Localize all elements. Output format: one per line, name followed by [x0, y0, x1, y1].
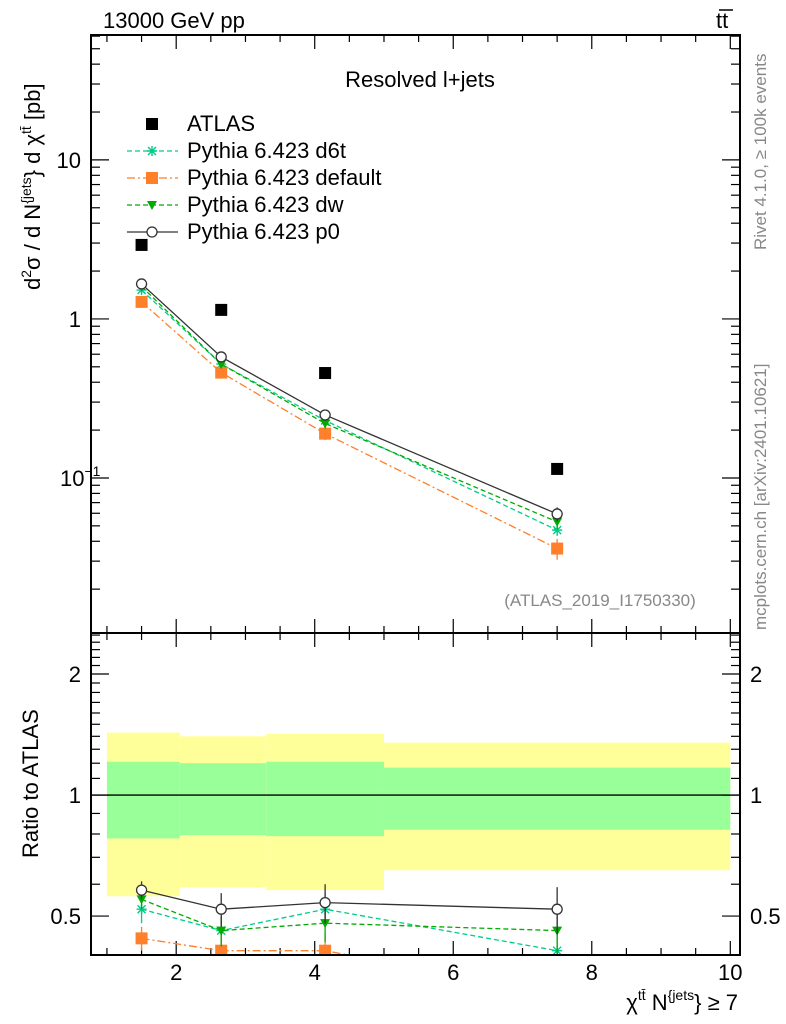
data-point-pythia-6-423-dw: [216, 360, 227, 370]
legend-label: Pythia 6.423 d6t: [187, 138, 346, 163]
process-label: tt: [716, 8, 728, 33]
legend-label: ATLAS: [187, 111, 255, 136]
legend-label: Pythia 6.423 dw: [187, 192, 344, 217]
energy-label: 13000 GeV pp: [103, 8, 245, 33]
ratio-y-tick-label-left: 1: [69, 783, 81, 808]
ratio-point-pythia-6-423-d6t: [136, 904, 147, 915]
x-tick-label: 2: [170, 960, 182, 985]
ratio-y-tick-label-left: 2: [69, 662, 81, 687]
data-point-pythia-6-423-default: [551, 542, 564, 555]
ratio-y-tick-label-right: 1: [750, 783, 762, 808]
ratio-y-tick-label-right: 2: [750, 662, 762, 687]
series-line-pythia-6-423-d6t: [141, 289, 558, 531]
legend-label: Pythia 6.423 default: [187, 165, 381, 190]
y-tick-exponent: −1: [84, 463, 100, 479]
ratio-y-axis-label: Ratio to ATLAS: [18, 709, 43, 858]
y-tick-base: 10: [57, 148, 81, 173]
legend-marker: [147, 201, 157, 210]
ratio-point-pythia-6-423-default: [319, 944, 332, 955]
legend-marker: [146, 226, 158, 238]
ratio-point-pythia-6-423-default: [135, 932, 148, 945]
legend-item-pythia-6-423-dw: Pythia 6.423 dw: [127, 192, 344, 217]
ratio-point-pythia-6-423-default: [551, 988, 563, 1000]
ratio-point-pythia-6-423-p0: [319, 896, 331, 909]
ratio-line-pythia-6-423-dw: [141, 898, 558, 932]
stat-uncertainty-band: [383, 767, 731, 830]
ratio-point-pythia-6-423-dw: [136, 895, 147, 905]
ratio-point-pythia-6-423-dw: [216, 926, 227, 936]
ratio-series: [135, 881, 563, 1000]
data-point-pythia-6-423-default: [135, 295, 148, 308]
data-point-pythia-6-423-p0: [215, 351, 227, 363]
data-point-atlas: [135, 238, 148, 251]
analysis-watermark: (ATLAS_2019_I1750330): [504, 591, 696, 610]
legend-item-pythia-6-423-p0: Pythia 6.423 p0: [127, 219, 340, 244]
data-point-pythia-6-423-p0: [319, 409, 331, 421]
y-tick-base: 1: [69, 307, 81, 332]
stat-uncertainty-band: [106, 761, 180, 839]
x-tick-label: 8: [586, 960, 598, 985]
x-tick-label: 6: [447, 960, 459, 985]
rivet-label: Rivet 4.1.0, ≥ 100k events: [751, 54, 770, 250]
ratio-point-pythia-6-423-default: [215, 944, 228, 955]
y-tick-label: 10−1: [60, 463, 101, 491]
data-point-pythia-6-423-dw: [552, 517, 563, 527]
series-line-pythia-6-423-p0: [141, 283, 558, 515]
legend-marker: [147, 146, 157, 156]
data-point-atlas: [215, 303, 228, 316]
stat-uncertainty-band: [266, 761, 384, 837]
ratio-y-tick-label-left: 0.5: [50, 904, 81, 929]
ratio-point-pythia-6-423-p0: [135, 884, 148, 896]
data-point-pythia-6-423-p0: [551, 508, 563, 520]
chart-title: Resolved l+jets: [345, 67, 495, 92]
data-point-pythia-6-423-default: [319, 427, 332, 440]
data-point-pythia-6-423-default: [215, 366, 228, 379]
ratio-y-tick-label-right: 0.5: [750, 904, 781, 929]
x-axis-label: χtt̄ N{jets} ≥ 7: [626, 987, 738, 1015]
ratio-line-pythia-6-423-default: [141, 937, 352, 955]
stat-uncertainty-band: [179, 763, 267, 836]
legend-label: Pythia 6.423 p0: [187, 219, 340, 244]
series-line-pythia-6-423-default: [141, 301, 558, 550]
data-point-pythia-6-423-d6t: [552, 525, 563, 536]
data-point-atlas: [551, 462, 564, 475]
ratio-panel: 2 4 6 8 10 0.5 0.5 1 1 2 2: [50, 632, 781, 1000]
x-tick-label: 4: [309, 960, 321, 985]
main-y-axis-label: d2σ / d N{jets} d χtt̄ [pb]: [18, 83, 45, 290]
legend-item-atlas: ATLAS: [146, 111, 255, 136]
ratio-point-pythia-6-423-p0: [551, 903, 563, 915]
ratio-line-pythia-6-423-p0: [141, 889, 558, 910]
ratio-point-pythia-6-423-dw: [320, 919, 331, 929]
y-tick-base: 10: [60, 466, 84, 491]
data-point-pythia-6-423-dw: [320, 419, 331, 429]
data-point-pythia-6-423-p0: [135, 278, 148, 290]
legend-item-pythia-6-423-default: Pythia 6.423 default: [127, 165, 381, 190]
y-tick-label: 1: [69, 307, 81, 332]
legend-marker: [146, 172, 158, 184]
mcplots-label: mcplots.cern.ch [arXiv:2401.10621]: [751, 364, 770, 630]
x-tick-label: 10: [718, 960, 742, 985]
data-point-atlas: [319, 367, 332, 380]
series-line-pythia-6-423-dw: [141, 286, 558, 523]
y-tick-label: 10: [57, 148, 81, 173]
legend-item-pythia-6-423-d6t: Pythia 6.423 d6t: [127, 138, 346, 163]
ratio-line-pythia-6-423-d6t: [141, 908, 558, 952]
ratio-point-pythia-6-423-p0: [215, 903, 227, 915]
ratio-frame: [90, 632, 741, 956]
legend-marker: [146, 118, 158, 130]
main-series: [135, 238, 564, 560]
